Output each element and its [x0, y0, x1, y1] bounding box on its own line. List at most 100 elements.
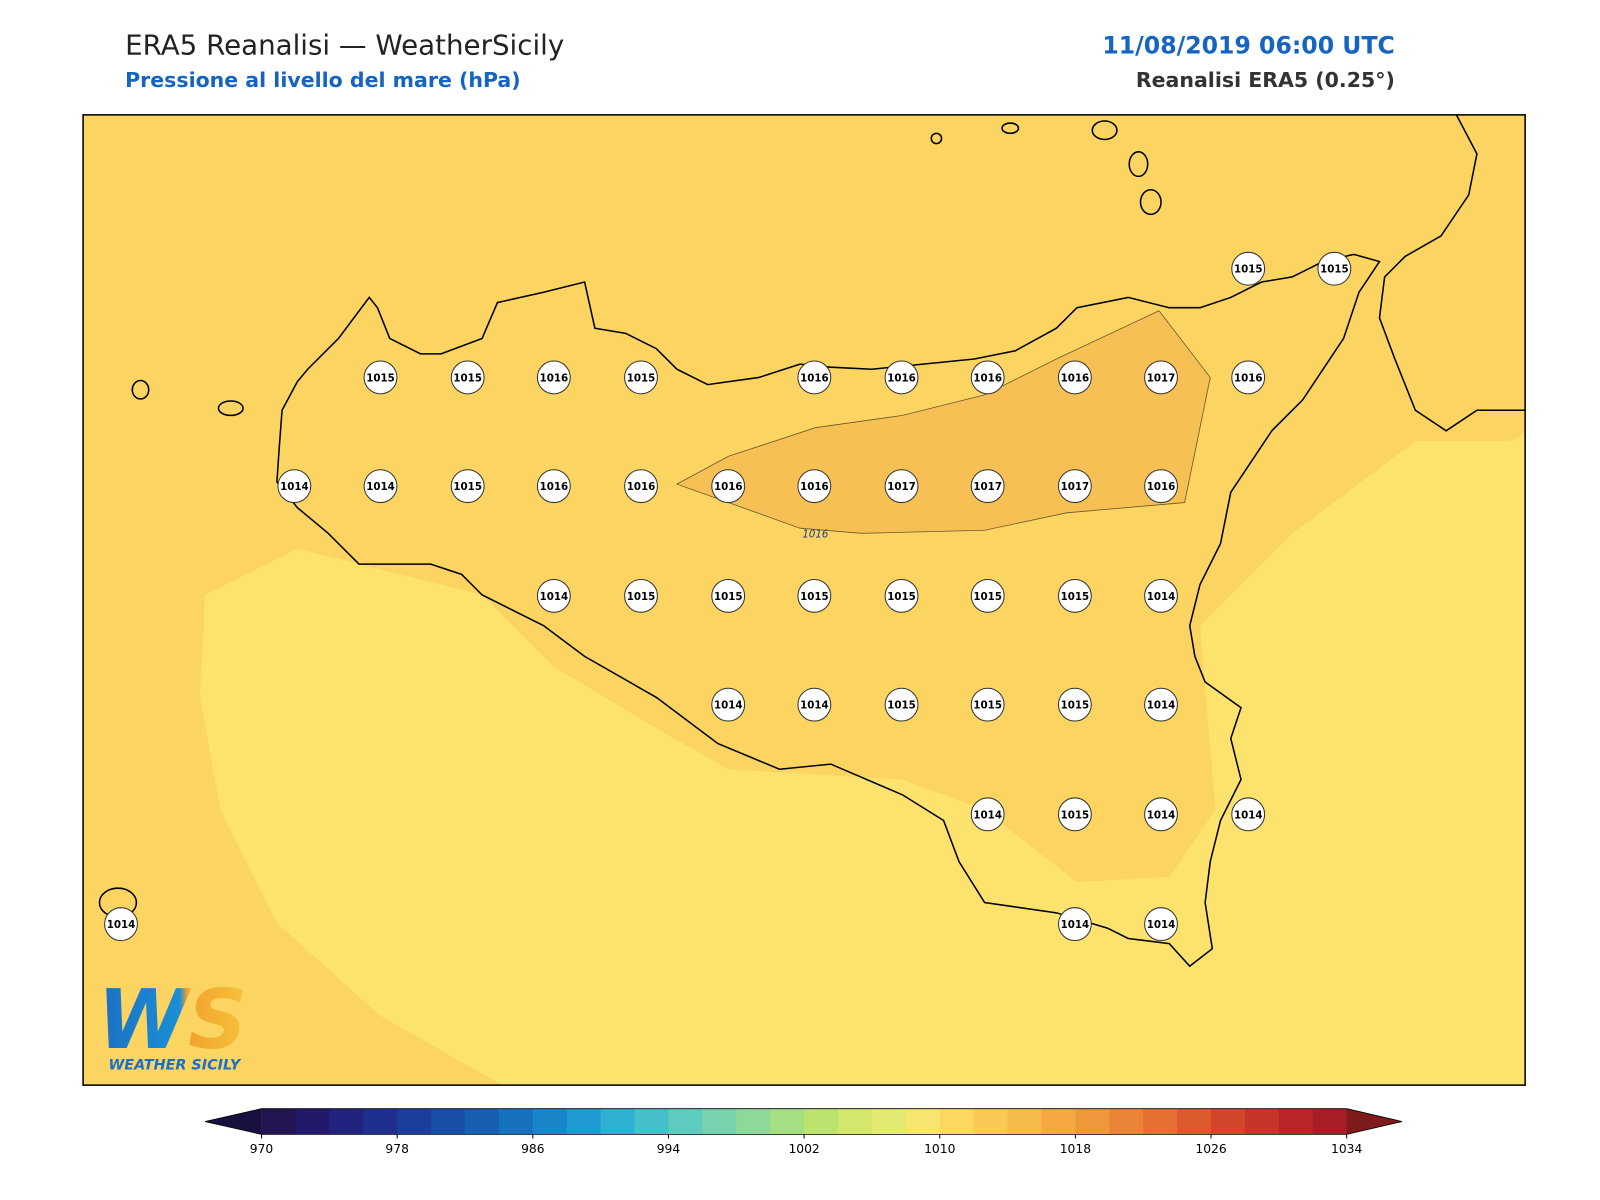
colorbar-tick-label: 1026	[1195, 1142, 1226, 1156]
station-marker	[970, 360, 1005, 395]
low-pressure-area	[200, 430, 1526, 1086]
station-value: 1015	[973, 591, 1002, 603]
colorbar-bin	[702, 1108, 737, 1135]
colorbar-bin	[1007, 1108, 1042, 1135]
logo-text: Weather Sicily	[108, 1058, 241, 1074]
colorbar-tick-label: 1034	[1331, 1142, 1362, 1156]
station-value: 1014	[1061, 919, 1090, 931]
station-value: 1014	[973, 809, 1002, 821]
station-marker	[711, 578, 746, 613]
colorbar-bin	[1109, 1108, 1144, 1135]
station-marker	[711, 469, 746, 504]
station-value: 1017	[973, 481, 1002, 493]
island	[1139, 188, 1162, 216]
colorbar-bin	[973, 1108, 1009, 1135]
station-value: 1014	[540, 591, 569, 603]
colorbar-tick-label: 1002	[788, 1142, 819, 1156]
sicily	[276, 253, 1381, 968]
logo: WS Weather Sicily	[98, 973, 248, 1074]
station-marker	[624, 360, 658, 395]
title: ERA5 Reanalisi — WeatherSicily	[125, 28, 564, 61]
station-marker	[450, 360, 485, 395]
station-marker	[536, 578, 571, 613]
station-marker	[797, 687, 832, 722]
station-value: 1015	[887, 700, 916, 712]
station-marker	[711, 687, 746, 722]
colorbar-bin	[1041, 1108, 1076, 1135]
colorbar-bin	[804, 1108, 839, 1135]
colorbar-bin	[1278, 1108, 1314, 1135]
station-marker	[277, 469, 312, 504]
station-value: 1014	[1147, 919, 1176, 931]
colorbar-bin	[1312, 1108, 1348, 1135]
station-value: 1014	[280, 481, 309, 493]
station-marker	[1144, 687, 1178, 722]
station-marker	[1057, 907, 1092, 942]
colorbar-bin	[465, 1108, 500, 1135]
colorbar-bin	[363, 1108, 398, 1135]
station-value: 1015	[453, 481, 482, 493]
station-marker	[1317, 251, 1352, 286]
station-marker	[884, 360, 919, 395]
station-value: 1017	[887, 481, 916, 493]
station-marker	[536, 469, 571, 504]
station-marker	[1231, 797, 1266, 832]
island	[217, 400, 244, 417]
station-value: 1015	[1061, 700, 1090, 712]
station-value: 1015	[627, 591, 656, 603]
station-value: 1015	[714, 591, 743, 603]
contour-label: 1016	[802, 528, 829, 540]
subtitle: Pressione al livello del mare (hPa)	[125, 68, 521, 92]
station-value: 1014	[366, 481, 395, 493]
colorbar: 970 978 986 994 1002 1010 1018 1026 1034	[205, 1108, 1403, 1156]
station-value: 1017	[1061, 481, 1090, 493]
station-value: 1016	[800, 481, 829, 493]
station-value: 1016	[800, 372, 829, 384]
colorbar-tick-label: 986	[521, 1142, 545, 1156]
station-marker	[970, 687, 1005, 722]
station-value: 1016	[1234, 372, 1263, 384]
station-value: 1014	[1147, 591, 1176, 603]
island	[1091, 120, 1118, 141]
station-value: 1016	[540, 372, 569, 384]
colorbar-bin	[295, 1108, 330, 1135]
station-marker	[1231, 251, 1266, 286]
station-value: 1014	[1147, 700, 1176, 712]
island	[131, 379, 150, 400]
station-marker	[363, 360, 398, 395]
colorbar-bin	[329, 1108, 364, 1135]
station-marker	[884, 469, 919, 504]
colorbar-bin	[1177, 1108, 1212, 1135]
station-marker	[1144, 907, 1178, 942]
station-marker	[1057, 797, 1092, 832]
coastlines	[98, 114, 1526, 968]
station-marker	[1057, 360, 1092, 395]
station-value: 1016	[1147, 481, 1176, 493]
station-marker	[104, 907, 138, 942]
colorbar-bin	[1244, 1108, 1280, 1135]
colorbar-bin	[431, 1108, 466, 1135]
colorbar-bin	[1075, 1108, 1110, 1135]
colorbar-bin	[634, 1108, 669, 1135]
station-marker	[797, 469, 832, 504]
colorbar-bin	[498, 1108, 534, 1135]
colorbar-bin	[1211, 1108, 1246, 1135]
station-value: 1015	[1234, 264, 1263, 276]
station-marker	[884, 687, 919, 722]
colorbar-tick-label: 994	[657, 1142, 681, 1156]
colorbar-under	[205, 1108, 262, 1135]
colorbar-bin	[397, 1108, 432, 1135]
station-marker	[797, 360, 832, 395]
station-value: 1014	[800, 700, 829, 712]
colorbar-bin	[566, 1108, 602, 1135]
station-value: 1016	[973, 372, 1002, 384]
station-marker	[450, 469, 485, 504]
station-marker	[1144, 797, 1178, 832]
station-marker	[970, 797, 1005, 832]
station-value: 1015	[366, 372, 395, 384]
station-marker	[1057, 469, 1092, 504]
station-value: 1016	[887, 372, 916, 384]
colorbar-bin	[532, 1108, 568, 1135]
station-value: 1015	[627, 372, 656, 384]
